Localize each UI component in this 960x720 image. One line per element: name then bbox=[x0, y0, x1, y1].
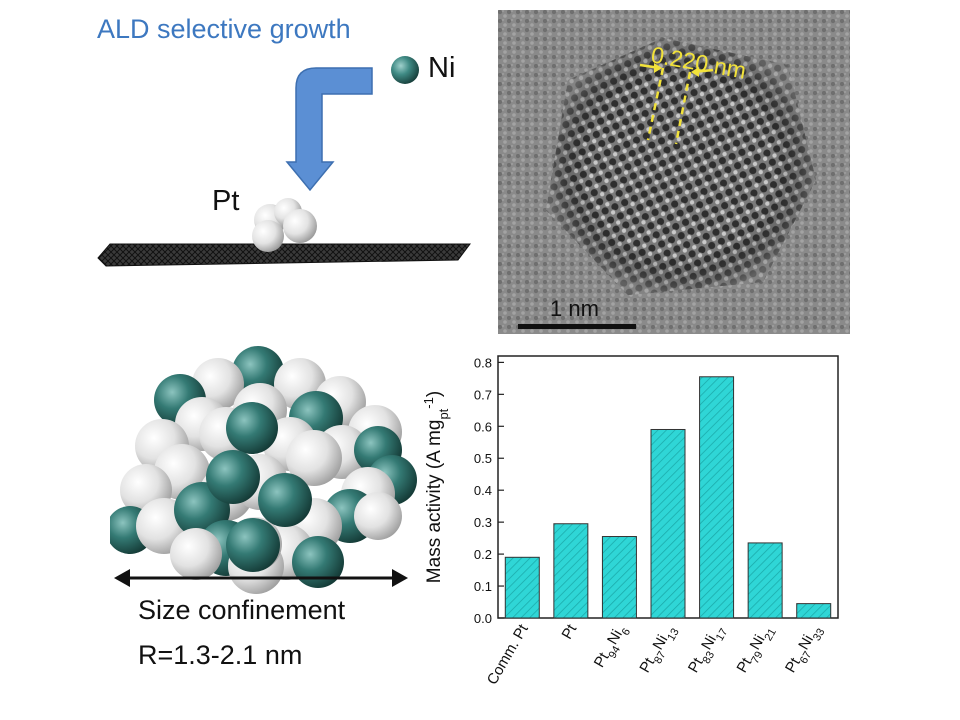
mass-activity-chart: 0.0 0.1 0.2 0.3 0.4 0.5 0.6 0.7 0.8 Comm. Pt Pt Pt9… bbox=[421, 355, 839, 688]
bar bbox=[553, 523, 589, 619]
y-tick-label: 0.0 bbox=[474, 611, 492, 626]
size-range-label: R=1.3-2.1 nm bbox=[138, 640, 303, 670]
bar bbox=[699, 376, 735, 619]
ni-label: Ni bbox=[428, 52, 456, 84]
y-tick-label: 0.4 bbox=[474, 483, 492, 498]
y-tick-label: 0.8 bbox=[474, 355, 492, 370]
ald-title: ALD selective growth bbox=[97, 14, 351, 44]
x-tick-label: Pt bbox=[559, 621, 581, 642]
y-tick-label: 0.6 bbox=[474, 419, 492, 434]
bar bbox=[747, 542, 783, 619]
ni-atom-icon bbox=[391, 56, 419, 84]
y-tick-label: 0.5 bbox=[474, 451, 492, 466]
bar bbox=[650, 428, 686, 619]
scale-bar bbox=[518, 324, 636, 329]
nanoparticle-model bbox=[110, 346, 417, 594]
x-tick-label: Pt87Ni13 bbox=[636, 622, 681, 679]
x-tick-label: Comm. Pt bbox=[484, 621, 532, 688]
scale-bar-label: 1 nm bbox=[550, 296, 599, 321]
y-tick-label: 0.1 bbox=[474, 579, 492, 594]
y-tick-label: 0.3 bbox=[474, 515, 492, 530]
bar bbox=[796, 603, 832, 619]
graphene-sheet bbox=[97, 243, 471, 267]
y-tick-label: 0.2 bbox=[474, 547, 492, 562]
size-confinement-label: Size confinement bbox=[138, 595, 346, 625]
deposition-arrow bbox=[285, 67, 373, 192]
tem-image: 0.220 nm 1 nm bbox=[498, 10, 850, 334]
x-tick-label: Pt79Ni21 bbox=[733, 622, 778, 679]
y-tick-label: 0.7 bbox=[474, 387, 492, 402]
bar bbox=[504, 556, 540, 619]
x-tick-label: Pt83Ni17 bbox=[685, 622, 730, 679]
lattice-spacing-marker bbox=[639, 63, 714, 145]
tem-micrograph: 0.220 nm 1 nm bbox=[498, 10, 850, 334]
x-tick-label: Pt94Ni6 bbox=[591, 622, 633, 673]
pt-cluster-icon bbox=[252, 198, 317, 252]
x-tick-label: Pt67Ni33 bbox=[782, 622, 827, 679]
pt-label: Pt bbox=[212, 185, 240, 217]
size-double-arrow bbox=[114, 569, 408, 587]
bar bbox=[601, 536, 637, 619]
y-axis-label: Mass activity (A mgpt-1) bbox=[421, 391, 451, 583]
ald-schematic bbox=[97, 56, 471, 267]
